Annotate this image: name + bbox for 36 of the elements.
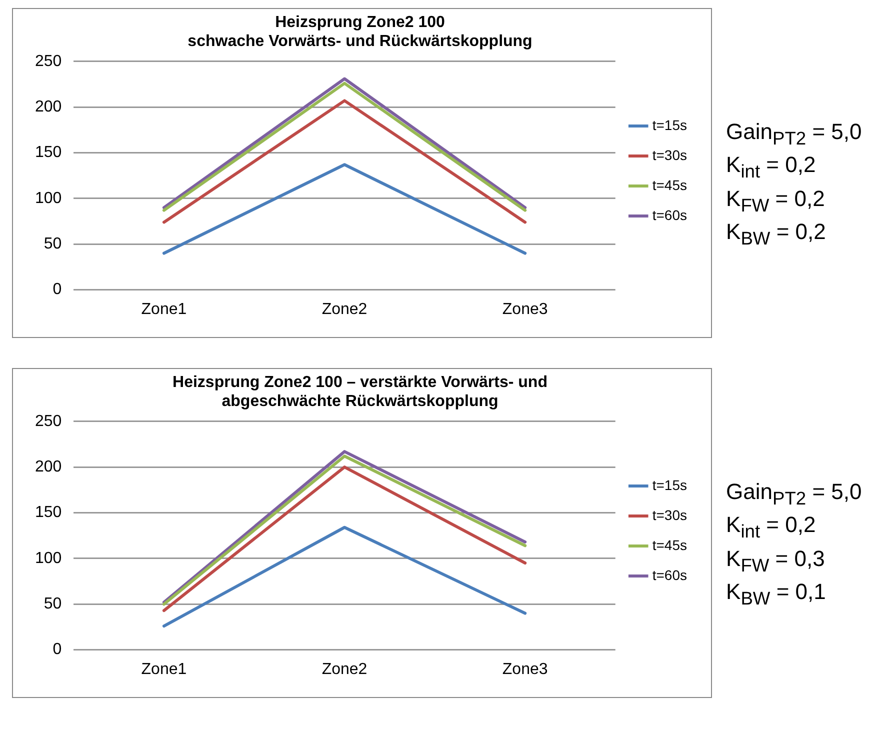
x-tick-label: Zone3	[502, 300, 548, 318]
text: K$_{int}$ = 0,2	[726, 151, 817, 184]
y-tick-label: 50	[44, 236, 62, 253]
legend-label: t=30s	[652, 506, 688, 523]
y-tick-label: 100	[34, 190, 62, 207]
y-tick-label: 250	[34, 52, 62, 70]
chart-title: Heizsprung Zone2 100 schwache Vorwärts- und Rückwärtskopplung	[188, 14, 532, 50]
y-tick-label: 150	[34, 504, 62, 522]
legend-label: t=15s	[652, 476, 688, 493]
text: K$_{BW}$ = 0,2	[726, 218, 827, 251]
x-tick-label: Zone1	[141, 660, 187, 678]
x-tick-label: Zone2	[322, 300, 368, 318]
y-tick-label: 150	[34, 144, 62, 162]
legend-label: t=15s	[652, 116, 688, 133]
text: Gain$_{PT2}$ = 5,0	[726, 478, 862, 510]
y-tick-label: 0	[52, 281, 62, 298]
text: K$_{int}$ = 0,2	[726, 511, 817, 544]
x-tick-label: Zone1	[141, 300, 187, 318]
legend-label: t=60s	[652, 206, 688, 223]
legend-label: t=45s	[652, 176, 688, 193]
y-tick-label: 250	[34, 412, 62, 430]
x-tick-label: Zone3	[502, 660, 548, 678]
legend-label: t=45s	[652, 536, 688, 553]
y-tick-label: 0	[52, 641, 62, 658]
y-tick-label: 100	[34, 550, 62, 567]
text: K$_{FW}$ = 0,3	[726, 544, 826, 578]
legend-label: t=30s	[652, 146, 688, 163]
y-tick-label: 50	[44, 596, 62, 613]
chart-title: Heizsprung Zone2 100 – verstärkte Vorwärts- und abgeschwächte Rückwärtskopplung	[172, 374, 548, 410]
x-tick-label: Zone2	[322, 660, 368, 678]
text: K$_{BW}$ = 0,1	[726, 578, 827, 611]
text: K$_{FW}$ = 0,2	[726, 184, 826, 218]
y-tick-label: 200	[34, 98, 62, 116]
text: Gain$_{PT2}$ = 5,0	[726, 118, 862, 150]
y-tick-label: 200	[34, 458, 62, 476]
legend-label: t=60s	[652, 566, 688, 583]
